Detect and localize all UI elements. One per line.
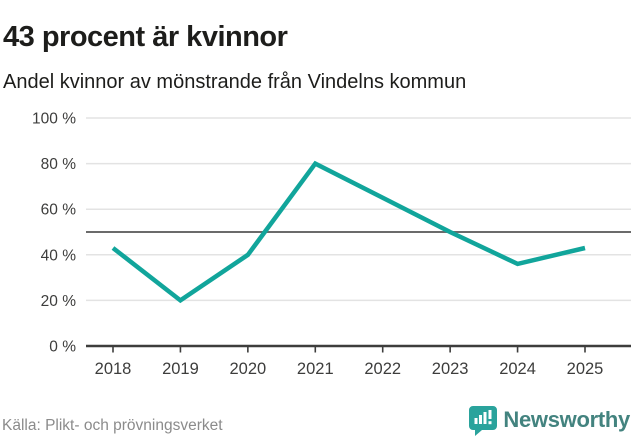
x-tick-label: 2019: [162, 360, 199, 378]
y-tick-label: 80 %: [41, 156, 77, 173]
series-line: [111, 160, 586, 304]
newsworthy-logo: Newsworthy: [468, 403, 630, 437]
y-tick-label: 40 %: [41, 247, 77, 264]
y-tick-label: 100 %: [32, 111, 76, 128]
x-tick-label: 2022: [364, 360, 401, 378]
x-tick-label: 2025: [567, 360, 604, 378]
page-title: 43 procent är kvinnor: [3, 21, 288, 54]
x-tick-label: 2024: [499, 360, 536, 378]
brand-name: Newsworthy: [503, 407, 630, 432]
x-tick-label: 2018: [95, 360, 132, 378]
y-tick-label: 0 %: [49, 339, 76, 356]
chart-subtitle: Andel kvinnor av mönstrande från Vindeln…: [3, 71, 467, 93]
x-tick-label: 2020: [229, 360, 266, 378]
x-tick-label: 2021: [297, 360, 334, 378]
y-tick-label: 20 %: [41, 293, 77, 310]
source-note: Källa: Plikt- och prövningsverket: [2, 417, 223, 434]
newsworthy-logo-icon: [469, 405, 498, 436]
y-tick-label: 60 %: [41, 202, 77, 219]
x-tick-label: 2023: [432, 360, 469, 378]
